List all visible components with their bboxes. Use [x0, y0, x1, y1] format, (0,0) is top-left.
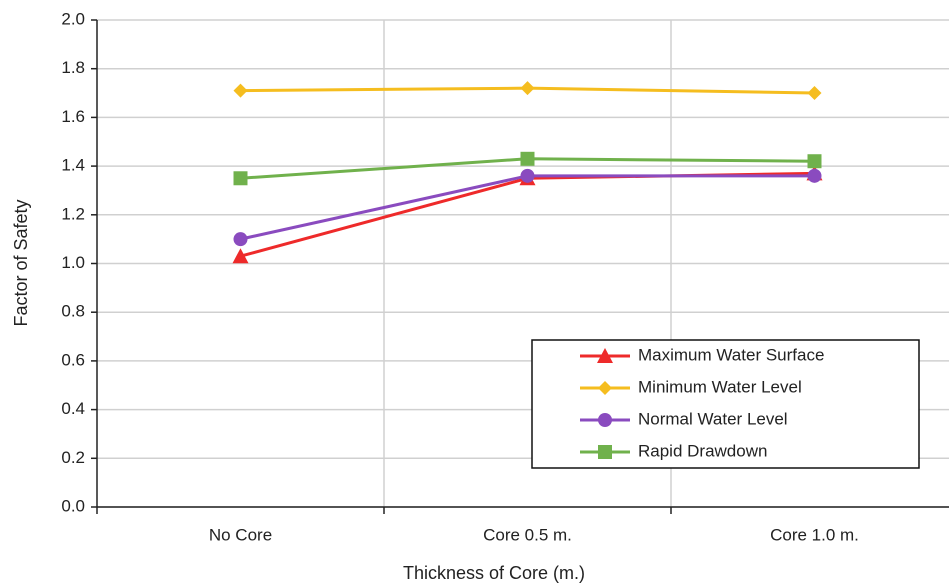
- y-tick-label: 0.4: [61, 399, 85, 418]
- x-tick-label: Core 1.0 m.: [770, 525, 859, 544]
- marker: [233, 232, 248, 247]
- legend-label: Maximum Water Surface: [638, 345, 824, 364]
- marker: [520, 168, 535, 183]
- marker: [597, 348, 613, 363]
- marker: [232, 248, 249, 264]
- marker: [598, 445, 612, 459]
- y-tick-label: 2.0: [61, 9, 85, 28]
- y-tick-label: 1.2: [61, 204, 85, 223]
- y-axis-title: Factor of Safety: [11, 199, 31, 326]
- y-tick-label: 0.0: [61, 496, 85, 515]
- legend-label: Normal Water Level: [638, 409, 788, 428]
- marker: [598, 381, 612, 395]
- y-tick-label: 0.2: [61, 448, 85, 467]
- y-tick-label: 0.8: [61, 302, 85, 321]
- x-axis-title: Thickness of Core (m.): [403, 563, 585, 583]
- marker: [233, 83, 248, 98]
- x-tick-label: No Core: [209, 525, 272, 544]
- marker: [520, 81, 535, 96]
- legend: Maximum Water Surface Minimum Water Level…: [531, 339, 920, 469]
- y-tick-label: 1.0: [61, 253, 85, 272]
- marker: [598, 413, 612, 427]
- marker: [807, 86, 822, 101]
- y-tick-label: 1.6: [61, 107, 85, 126]
- legend-box: [531, 339, 920, 469]
- y-tick-label: 1.8: [61, 58, 85, 77]
- x-tick-label: Core 0.5 m.: [483, 525, 572, 544]
- legend-label: Minimum Water Level: [638, 377, 802, 396]
- marker: [233, 171, 248, 186]
- y-tick-label: 0.6: [61, 350, 85, 369]
- series-line: [240, 174, 815, 241]
- y-tick-label: 1.4: [61, 156, 85, 175]
- marker: [807, 168, 822, 183]
- marker: [520, 151, 535, 166]
- marker: [807, 154, 822, 169]
- legend-label: Rapid Drawdown: [638, 441, 767, 460]
